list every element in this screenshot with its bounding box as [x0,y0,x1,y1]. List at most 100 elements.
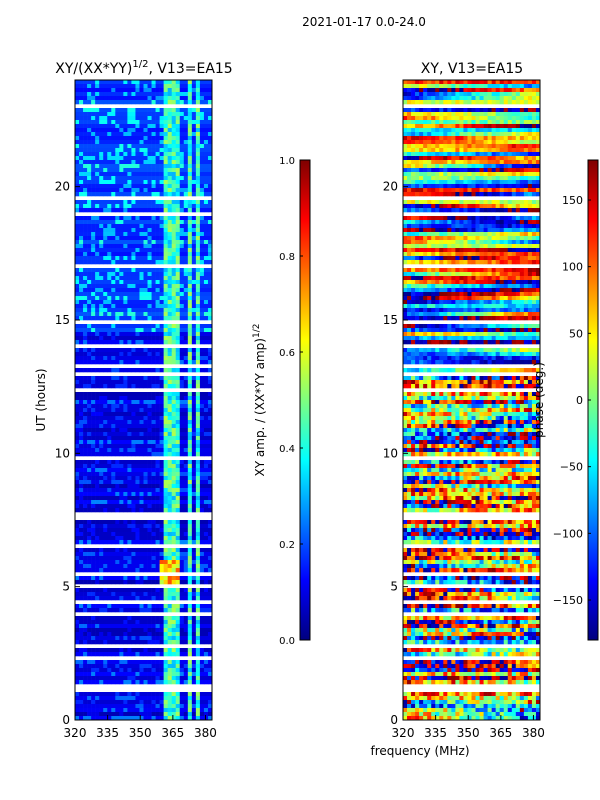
amplitude-cell [131,440,136,445]
amplitude-cell [155,96,160,101]
amplitude-cell [143,232,148,237]
amplitude-cell [155,588,160,593]
amplitude-cell [131,316,136,321]
amplitude-cell [91,144,96,149]
amplitude-cell [127,432,132,437]
amplitude-cell [147,404,152,409]
amplitude-cell [179,236,185,241]
amplitude-cell [195,504,201,509]
amplitude-cell [139,220,144,225]
amplitude-cell [111,80,116,85]
amplitude-cell [147,228,152,233]
amplitude-cell [119,416,124,421]
amplitude-cell [131,636,136,641]
amplitude-cell [163,692,168,697]
phase-cell [519,84,525,89]
amplitude-cell [207,352,212,357]
amplitude-cell [155,360,160,365]
amplitude-cell [155,568,160,573]
amplitude-cell [183,148,189,153]
amplitude-cell [195,632,201,637]
amplitude-cell [191,328,197,333]
amplitude-cell [99,352,104,357]
amplitude-cell [107,468,112,473]
amplitude-cell [75,500,80,505]
amplitude-cell [135,120,140,125]
amplitude-cell [123,408,128,413]
amplitude-cell [91,276,96,281]
amplitude-cell [131,176,136,181]
phase-cell [459,96,464,101]
amplitude-cell [123,316,128,321]
amplitude-cell [143,116,148,121]
amplitude-cell [119,700,124,705]
amplitude-cell [179,592,185,597]
amplitude-cell [123,664,128,669]
amplitude-cell [95,392,100,397]
amplitude-cell [99,664,104,669]
amplitude-cell [187,296,193,301]
amplitude-cell [151,628,156,633]
amplitude-cell [95,236,100,241]
amplitude-cell [107,672,112,677]
amplitude-cell [175,432,181,437]
amplitude-cell [195,500,201,505]
amplitude-cell [83,244,88,249]
amplitude-cell [83,700,88,705]
amplitude-cell [175,368,181,373]
amplitude-cell [135,168,140,173]
amplitude-cell [191,616,197,621]
amplitude-cell [183,368,189,373]
amplitude-cell [107,620,112,625]
amplitude-cell [91,576,96,581]
amplitude-cell [167,284,173,289]
amplitude-cell [119,324,124,329]
amplitude-cell [111,260,116,265]
amplitude-cell [127,596,132,601]
amplitude-cell [179,604,185,609]
amplitude-cell [183,460,189,465]
amplitude-cell [95,100,100,105]
amplitude-cell [163,716,168,720]
amplitude-cell [119,460,124,465]
amplitude-cell [139,556,144,561]
amplitude-cell [183,632,189,637]
amplitude-cell [103,500,108,505]
amplitude-cell [163,664,168,669]
amplitude-cell [159,92,164,97]
amplitude-cell [199,632,205,637]
amplitude-cell [107,408,112,413]
amplitude-cell [191,340,197,345]
amplitude-cell [119,128,124,133]
amplitude-cell [99,336,104,341]
amplitude-cell [75,484,80,489]
amplitude-cell [95,396,100,401]
amplitude-cell [207,708,212,713]
amplitude-cell [143,172,148,177]
amplitude-cell [143,88,148,93]
amplitude-cell [175,332,181,337]
amplitude-cell [95,224,100,229]
amplitude-cell [143,328,148,333]
amplitude-cell [163,208,168,213]
amplitude-cell [127,428,132,433]
amplitude-cell [191,348,197,353]
amplitude-cell [115,500,120,505]
amplitude-cell [79,220,84,225]
amplitude-cell [179,444,185,449]
amplitude-cell [179,524,185,529]
amplitude-cell [143,648,148,653]
amplitude-cell [123,380,128,385]
amplitude-cell [91,532,96,537]
amplitude-cell [195,284,201,289]
amplitude-cell [127,632,132,637]
amplitude-cell [87,116,92,121]
amplitude-cell [163,460,168,465]
amplitude-cell [99,624,104,629]
amplitude-cell [143,272,148,277]
amplitude-cell [163,576,168,581]
amplitude-cell [187,648,193,653]
amplitude-cell [103,564,108,569]
amplitude-cell [163,312,168,317]
amplitude-cell [99,296,104,301]
